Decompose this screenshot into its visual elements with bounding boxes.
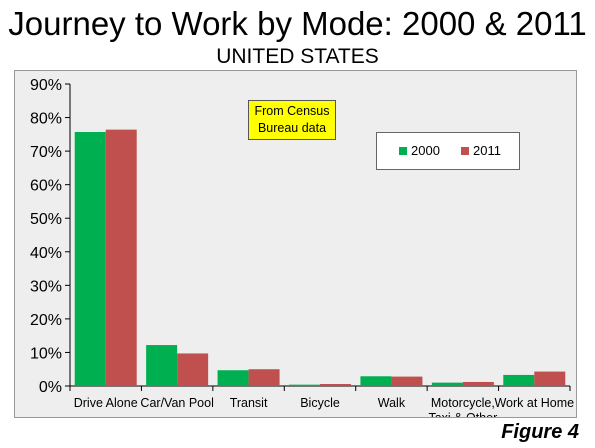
source-note: From Census Bureau data: [248, 100, 336, 140]
y-tick-label: 70%: [30, 144, 62, 161]
legend-item-2000: 2000: [399, 144, 440, 158]
bar-2000: [74, 131, 106, 386]
y-tick-label: 30%: [30, 278, 62, 295]
x-tick-label: Walk: [378, 396, 406, 410]
chart-title: Journey to Work by Mode: 2000 & 2011: [8, 5, 587, 42]
y-tick-label: 10%: [30, 345, 62, 362]
y-tick-label: 40%: [30, 245, 62, 262]
source-note-line-2: Bureau data: [257, 121, 327, 135]
legend-label-2000: 2000: [411, 143, 440, 158]
y-tick-label: 60%: [30, 178, 62, 195]
bar-2000: [217, 370, 249, 386]
bar-2011: [534, 371, 566, 386]
y-tick-label: 50%: [30, 211, 62, 228]
y-tick-label: 20%: [30, 312, 62, 329]
x-tick-label: Transit: [230, 396, 268, 410]
bar-2011: [105, 129, 137, 386]
y-tick-label: 80%: [30, 111, 62, 128]
x-tick-label: Taxi & Other: [428, 411, 497, 417]
bar-2000: [289, 384, 320, 386]
bar-2000: [503, 374, 535, 386]
legend-swatch-2011: [461, 147, 469, 155]
x-tick-label: Work at Home: [494, 396, 574, 410]
bar-2000: [360, 376, 392, 386]
legend-swatch-2000: [399, 147, 407, 155]
bar-2011: [248, 369, 280, 386]
x-tick-label: Bicycle: [300, 396, 340, 410]
y-tick-label: 0%: [39, 379, 62, 396]
source-note-line-1: From Census: [254, 104, 330, 118]
x-tick-label: Car/Van Pool: [140, 396, 213, 410]
legend: 2000 2011: [376, 132, 520, 170]
bar-2011: [177, 353, 209, 386]
bar-2011: [320, 383, 351, 386]
y-tick-label: 90%: [30, 77, 62, 94]
legend-item-2011: 2011: [461, 144, 501, 158]
legend-label-2011: 2011: [473, 143, 501, 158]
x-tick-label: Drive Alone: [74, 396, 138, 410]
chart-subtitle: UNITED STATES: [216, 45, 379, 68]
figure-label: Figure 4: [501, 421, 579, 443]
bar-2011: [462, 381, 494, 386]
bar-2011: [391, 376, 423, 386]
bar-chart: 0% 10% 20% 30% 40% 50% 60% 70% 80% 90% Drive Alone…: [30, 77, 574, 417]
bar-2000: [146, 345, 178, 386]
bar-2000: [431, 382, 463, 386]
x-tick-label: Motorcycle,: [431, 396, 495, 410]
